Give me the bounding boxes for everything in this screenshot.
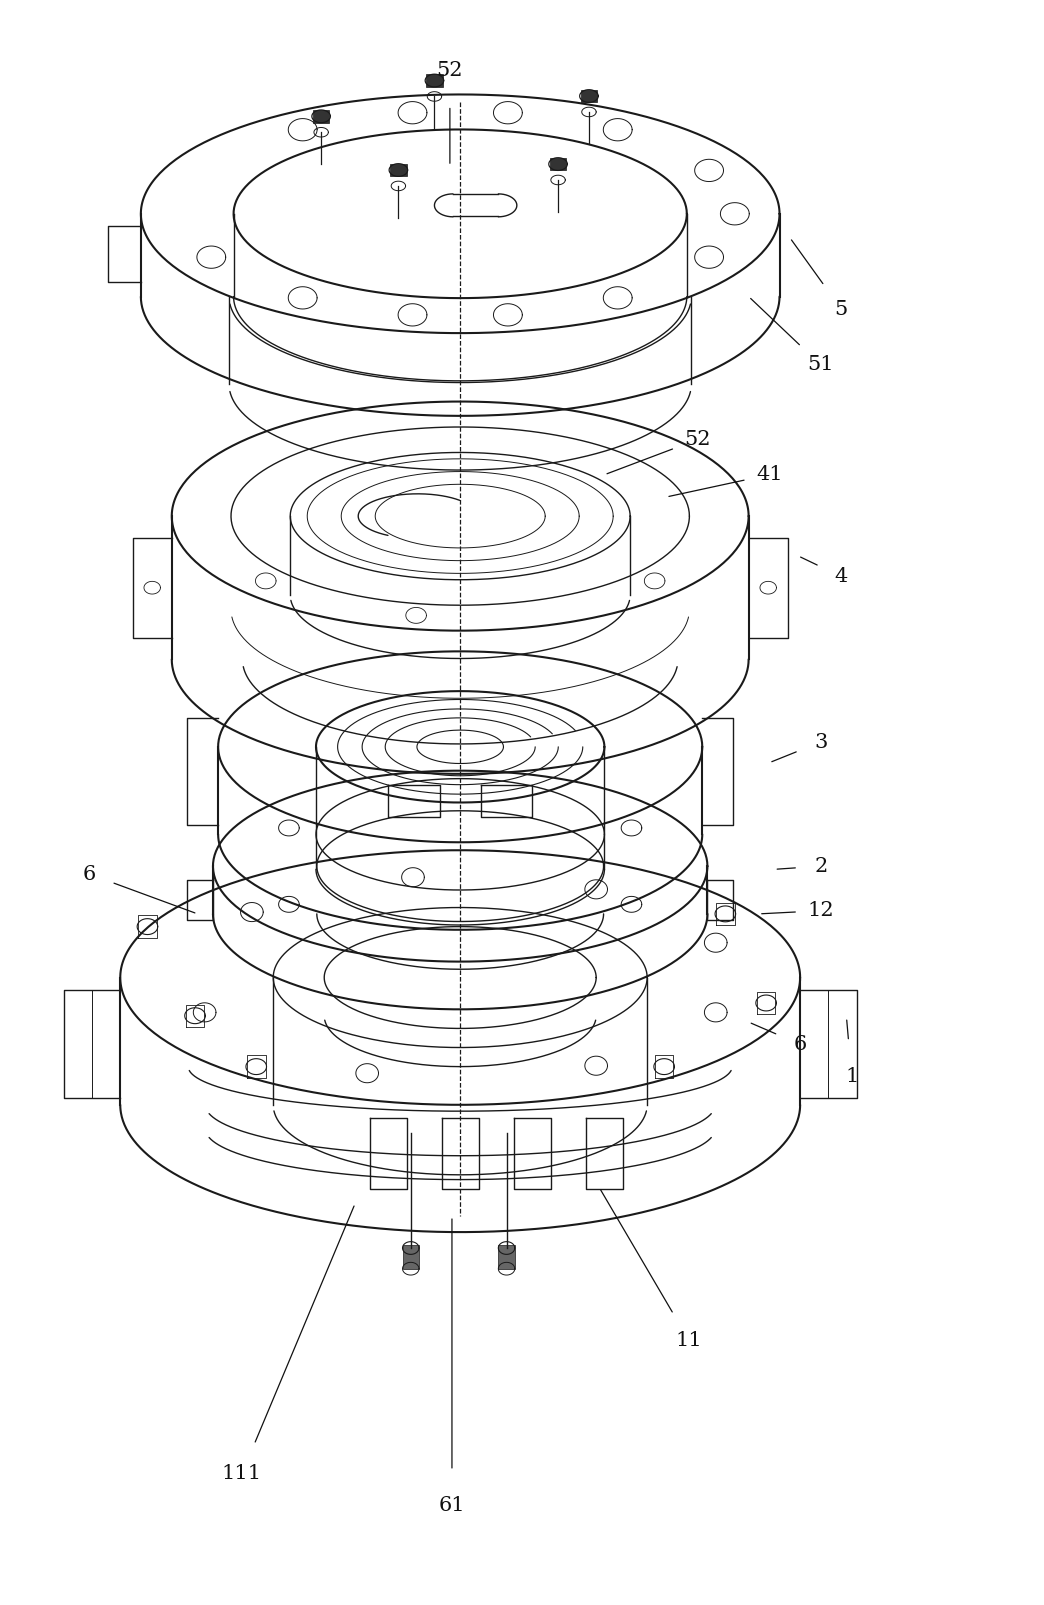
- Text: 5: 5: [835, 300, 848, 319]
- Text: 12: 12: [807, 900, 834, 920]
- Text: 3: 3: [814, 732, 828, 751]
- Text: 1: 1: [845, 1067, 858, 1085]
- Text: 11: 11: [675, 1331, 703, 1350]
- Polygon shape: [580, 90, 597, 103]
- Text: 6: 6: [82, 865, 96, 884]
- Polygon shape: [390, 164, 406, 177]
- Text: 52: 52: [436, 61, 464, 80]
- Text: 111: 111: [221, 1464, 262, 1483]
- Polygon shape: [313, 111, 329, 122]
- Text: 6: 6: [793, 1035, 807, 1054]
- Polygon shape: [403, 1245, 419, 1268]
- Polygon shape: [426, 74, 443, 87]
- Polygon shape: [498, 1245, 515, 1268]
- Text: 51: 51: [807, 355, 834, 374]
- Text: 52: 52: [684, 430, 710, 449]
- Text: 61: 61: [438, 1496, 466, 1515]
- Text: 2: 2: [814, 857, 827, 876]
- Text: 41: 41: [756, 465, 783, 485]
- Polygon shape: [550, 157, 566, 170]
- Text: 4: 4: [835, 567, 848, 586]
